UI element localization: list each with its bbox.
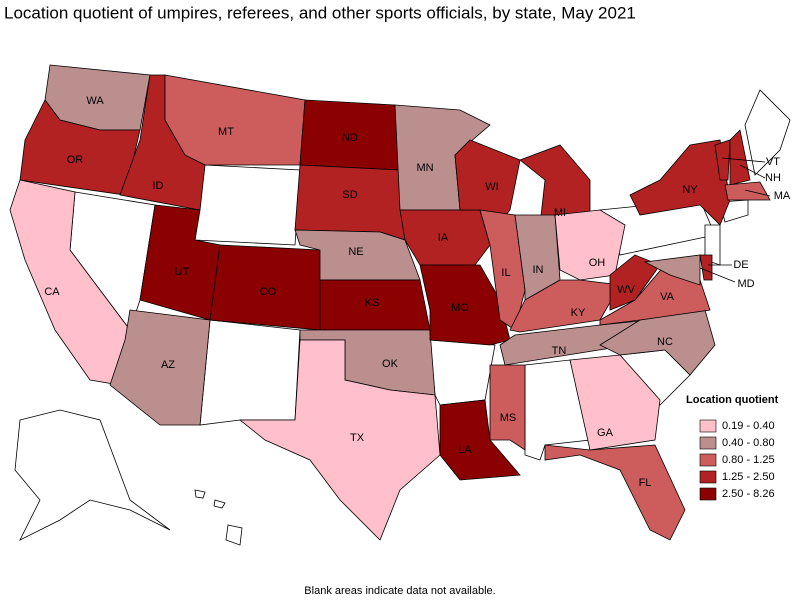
state-label: ID <box>153 180 164 192</box>
footnote: Blank areas indicate data not available. <box>304 585 495 597</box>
state-label: MS <box>500 412 517 424</box>
state-shape <box>744 89 791 176</box>
state-label: UT <box>175 266 190 278</box>
state-label: CO <box>260 286 277 298</box>
state-shape <box>509 279 621 333</box>
state-label: CA <box>44 286 60 298</box>
legend-label: 0.40 - 0.80 <box>722 437 775 449</box>
state-shape <box>199 319 301 426</box>
legend-swatch <box>699 436 717 450</box>
state-shape <box>419 264 511 346</box>
state-shape <box>294 164 406 241</box>
state-label: WI <box>485 181 498 193</box>
leader-line <box>721 157 766 163</box>
state-label: NC <box>657 336 673 348</box>
state-shape <box>699 254 713 281</box>
state-label: OH <box>589 257 606 269</box>
state-label: OK <box>382 358 399 370</box>
state-label: MA <box>774 190 791 202</box>
state-label: NH <box>765 172 781 184</box>
state-label: NE <box>348 246 363 258</box>
legend-swatch <box>699 487 717 501</box>
legend-label: 2.50 - 8.26 <box>722 488 775 500</box>
state-shape <box>213 499 226 509</box>
state-label: MI <box>554 207 566 219</box>
state-label: OR <box>67 154 84 166</box>
state-label: MO <box>451 302 469 314</box>
state-label: FL <box>639 477 652 489</box>
state-label: WA <box>86 95 104 107</box>
state-shape <box>544 444 686 541</box>
legend-label: 1.25 - 2.50 <box>722 471 775 483</box>
state-shape <box>643 254 701 286</box>
state-label: VA <box>660 291 675 303</box>
state-label: KY <box>571 307 586 319</box>
state-label: MN <box>416 162 433 174</box>
state-label: WV <box>617 284 635 296</box>
states: WA OR CA ID MT UT CO AZ ND SD NE KS OK TX MN IA MO LA WI IL… <box>9 64 791 541</box>
state-shape <box>554 209 626 281</box>
state-shape <box>439 399 521 481</box>
blank-states <box>14 89 791 546</box>
state-shape <box>609 254 661 311</box>
state-shape <box>109 309 211 426</box>
state-label: DE <box>733 259 748 271</box>
state-shape <box>599 264 711 326</box>
leader-line <box>739 164 766 179</box>
state-label: IN <box>533 264 544 276</box>
legend-title: Location quotient <box>686 394 779 406</box>
state-label: VT <box>766 156 780 168</box>
state-shape <box>225 524 243 546</box>
leader-line <box>699 267 736 283</box>
legend-swatch <box>699 470 717 484</box>
leader-lines <box>699 157 771 283</box>
map-title: Location quotient of umpires, referees, … <box>4 3 636 22</box>
legend-swatch <box>699 419 717 433</box>
state-shape <box>9 179 131 386</box>
state-shape <box>489 364 526 451</box>
legend-label: 0.19 - 0.40 <box>722 420 775 432</box>
state-label: AZ <box>161 359 175 371</box>
state-label: IA <box>438 232 449 244</box>
state-shape <box>194 164 301 246</box>
state-label: KS <box>365 297 380 309</box>
legend-swatch <box>699 453 717 467</box>
state-label: TN <box>552 345 567 357</box>
state-label: LA <box>458 444 472 456</box>
state-label: IL <box>501 267 510 279</box>
legend: Location quotient 0.19 - 0.40 0.40 - 0.80… <box>686 394 779 501</box>
state-shape <box>569 354 661 451</box>
state-label: TX <box>350 432 365 444</box>
state-shape <box>714 139 731 181</box>
state-shape <box>194 489 206 499</box>
state-shape <box>238 339 441 541</box>
state-label: ND <box>342 132 358 144</box>
legend-label: 0.80 - 1.25 <box>722 454 775 466</box>
state-shape <box>164 74 306 166</box>
state-label: SD <box>342 189 357 201</box>
state-label: MD <box>737 278 754 290</box>
state-label: MT <box>218 126 234 138</box>
leader-line <box>744 189 771 197</box>
state-shape <box>14 409 171 541</box>
state-shape <box>429 339 496 406</box>
state-label: GA <box>597 427 614 439</box>
state-shape <box>729 129 751 186</box>
state-label: NY <box>682 184 698 196</box>
